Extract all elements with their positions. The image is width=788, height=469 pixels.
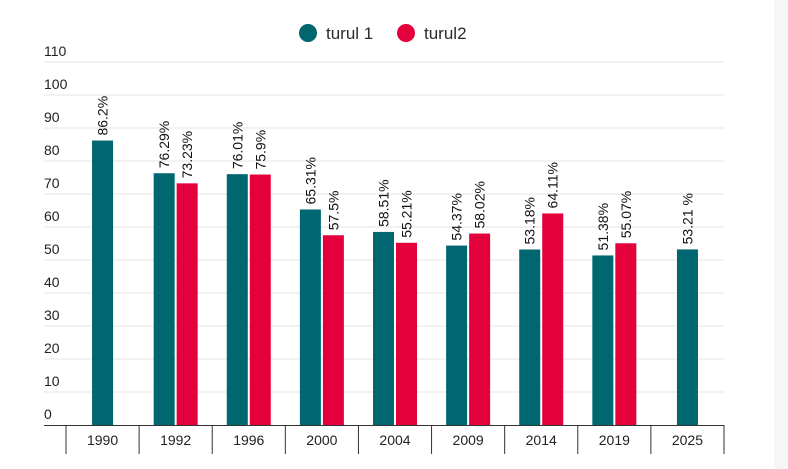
legend-swatch-1[interactable] (299, 24, 317, 42)
bar-1996-series-1[interactable] (226, 174, 248, 425)
legend: turul 1 turul2 (299, 24, 467, 43)
bar-2000-series-2[interactable] (322, 235, 344, 425)
bar-2014-series-1[interactable] (519, 249, 541, 425)
bar-2004-series-1[interactable] (373, 231, 394, 425)
y-tick-label-110: 110 (44, 43, 67, 59)
bar-1992-series-1[interactable] (153, 173, 175, 425)
y-tick-label-60: 60 (44, 208, 60, 224)
bar-2000-series-1[interactable] (299, 209, 321, 425)
y-tick-label-50: 50 (44, 241, 60, 257)
x-tick-label-1990: 1990 (87, 432, 118, 448)
y-tick-label-10: 10 (44, 373, 60, 389)
y-tick-label-70: 70 (44, 175, 60, 191)
value-label-2014-series-1: 53.18% (522, 197, 538, 244)
value-label-1992-series-2: 73.23% (179, 131, 195, 178)
y-tick-label-80: 80 (44, 142, 60, 158)
x-tick-label-2000: 2000 (306, 432, 337, 448)
legend-label-2[interactable]: turul2 (424, 24, 467, 43)
x-tick-label-2004: 2004 (379, 432, 410, 448)
bar-2009-series-1[interactable] (446, 245, 468, 425)
bar-1996-series-2[interactable] (249, 174, 271, 425)
y-tick-label-100: 100 (44, 76, 68, 92)
bar-1992-series-2[interactable] (176, 183, 198, 425)
bar-2019-series-2[interactable] (615, 243, 637, 425)
x-tick-label-1992: 1992 (160, 432, 191, 448)
bars (92, 140, 698, 426)
value-label-2009-series-2: 58.02% (472, 181, 488, 228)
bar-2009-series-2[interactable] (469, 233, 491, 425)
value-label-1996-series-2: 75.9% (252, 130, 268, 170)
y-axis: 0 10 20 30 40 50 60 70 80 90 100 110 (44, 43, 68, 422)
x-tick-label-2025: 2025 (672, 432, 703, 448)
x-tick-label-2019: 2019 (599, 432, 630, 448)
bar-2014-series-2[interactable] (542, 213, 564, 425)
legend-swatch-2[interactable] (397, 24, 415, 42)
y-tick-label-0: 0 (44, 406, 52, 422)
value-label-1990-series-1: 86.2% (95, 96, 111, 136)
value-labels: 86.2% 76.29% 73.23% 76.01% 75.9% 65.31% 57.5% 5… (95, 96, 696, 251)
value-label-2000-series-1: 65.31% (302, 157, 318, 204)
value-label-1996-series-1: 76.01% (229, 122, 245, 169)
value-label-2025-series-1: 53.21 % (679, 193, 695, 244)
bar-2019-series-1[interactable] (592, 255, 614, 425)
y-tick-label-20: 20 (44, 340, 60, 356)
value-label-2004-series-2: 55.21% (399, 190, 415, 237)
legend-label-1[interactable]: turul 1 (326, 24, 373, 43)
value-label-2014-series-2: 64.11% (545, 162, 561, 208)
value-label-2004-series-1: 58.51% (376, 179, 392, 226)
x-tick-label-1996: 1996 (233, 432, 264, 448)
value-label-2000-series-2: 57.5% (325, 191, 341, 231)
bar-1990-series-1[interactable] (92, 140, 114, 426)
x-tick-label-2009: 2009 (453, 432, 484, 448)
x-tick-label-2014: 2014 (526, 432, 557, 448)
value-label-2019-series-2: 55.07% (618, 191, 634, 238)
value-label-2009-series-1: 54.37% (449, 193, 465, 240)
y-tick-label-90: 90 (44, 109, 60, 125)
bar-2004-series-2[interactable] (396, 242, 417, 425)
y-tick-label-30: 30 (44, 307, 60, 323)
value-label-1992-series-1: 76.29% (156, 121, 172, 168)
bar-2025-series-1[interactable] (676, 249, 698, 425)
right-scroll-strip (774, 0, 788, 469)
value-label-2019-series-1: 51.38% (595, 203, 611, 250)
x-axis: 1990 1992 1996 2000 2004 2009 2014 2019 2025 (44, 425, 725, 454)
y-tick-label-40: 40 (44, 274, 60, 290)
